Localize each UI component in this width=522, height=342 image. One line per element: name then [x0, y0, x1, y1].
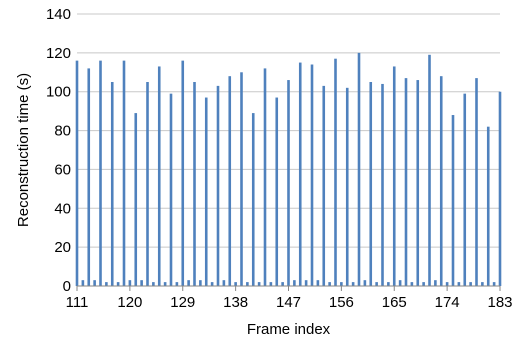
bar: [387, 282, 390, 286]
y-tick-label: 120: [46, 45, 71, 62]
x-tick-label: 138: [223, 294, 248, 311]
x-tick-label: 129: [170, 294, 195, 311]
bar: [310, 64, 314, 286]
bar: [287, 80, 290, 286]
bar: [99, 60, 102, 286]
bar: [316, 280, 320, 286]
bar: [269, 282, 273, 286]
y-tick-label: 140: [46, 6, 71, 23]
x-tick-label: 156: [329, 294, 354, 311]
bar: [475, 78, 478, 286]
bar: [481, 282, 484, 286]
bar: [457, 282, 461, 286]
bar: [404, 78, 408, 286]
bar: [281, 282, 284, 286]
y-tick-label: 80: [54, 123, 71, 140]
y-axis-ticks: 0 20 40 60 80 100 120 140: [46, 6, 71, 295]
bar: [157, 66, 161, 286]
bar: [122, 60, 126, 286]
bar: [357, 52, 361, 286]
bar: [75, 60, 79, 286]
bar: [257, 282, 261, 286]
bar: [152, 282, 155, 286]
x-tick-label: 174: [435, 294, 460, 311]
bar: [293, 280, 296, 286]
bar: [240, 72, 243, 287]
bar: [87, 68, 91, 287]
bar: [298, 62, 302, 287]
bar: [187, 280, 190, 286]
bar: [222, 280, 226, 286]
bar: [328, 282, 331, 286]
bar: [275, 97, 279, 287]
y-tick-label: 40: [54, 200, 71, 217]
bar: [116, 282, 120, 286]
bar: [486, 126, 490, 286]
bar: [410, 282, 414, 286]
bar: [445, 282, 449, 286]
bar: [463, 93, 467, 287]
bar: [134, 113, 138, 286]
bar: [392, 66, 396, 286]
y-axis-title: Reconstruction time (s): [15, 73, 32, 227]
bar: [304, 280, 308, 286]
y-tick-label: 0: [63, 278, 71, 295]
bar: [469, 282, 472, 286]
bar: [398, 280, 402, 286]
bar: [416, 80, 420, 286]
bar: [204, 97, 208, 287]
y-tick-label: 100: [46, 84, 71, 101]
bar: [81, 280, 85, 286]
bar: [246, 282, 249, 286]
x-tick-label: 111: [66, 294, 89, 311]
bar: [210, 282, 214, 286]
x-tick-label: 147: [276, 294, 301, 311]
bar: [228, 76, 232, 287]
bar: [93, 280, 96, 286]
x-axis-title: Frame index: [247, 321, 331, 338]
y-tick-label: 20: [54, 239, 71, 256]
bar: [110, 82, 114, 286]
bar: [175, 282, 179, 286]
y-tick-label: 60: [54, 161, 71, 178]
bar: [422, 282, 425, 286]
bar: [492, 282, 496, 286]
bar: [498, 91, 502, 286]
bar: [322, 85, 326, 286]
bar: [434, 280, 437, 286]
bar: [105, 282, 108, 286]
bar: [193, 82, 196, 286]
bar: [163, 282, 167, 286]
bar: [375, 282, 378, 286]
bar: [181, 60, 185, 286]
x-tick-label: 183: [487, 294, 512, 311]
bar: [345, 87, 349, 286]
bar: [169, 93, 173, 287]
bar: [263, 68, 267, 287]
bar: [199, 280, 202, 286]
bar: [439, 76, 443, 287]
bar: [128, 280, 132, 286]
bar: [369, 82, 373, 286]
bar: [381, 83, 384, 286]
bar: [146, 82, 149, 286]
bar: [334, 58, 337, 286]
bar: [140, 280, 143, 286]
bar: [363, 280, 367, 286]
x-tick-label: 120: [117, 294, 142, 311]
x-tick-label: 165: [382, 294, 407, 311]
bar: [428, 54, 431, 286]
x-axis-ticks: 111 120 129 138 147 156 165 174 183: [66, 286, 513, 311]
bar: [234, 282, 237, 286]
bar: [351, 282, 355, 286]
bar: [451, 115, 455, 287]
bars: [75, 52, 502, 287]
bar: [216, 85, 220, 286]
bar: [251, 113, 255, 286]
bar: [340, 282, 343, 286]
